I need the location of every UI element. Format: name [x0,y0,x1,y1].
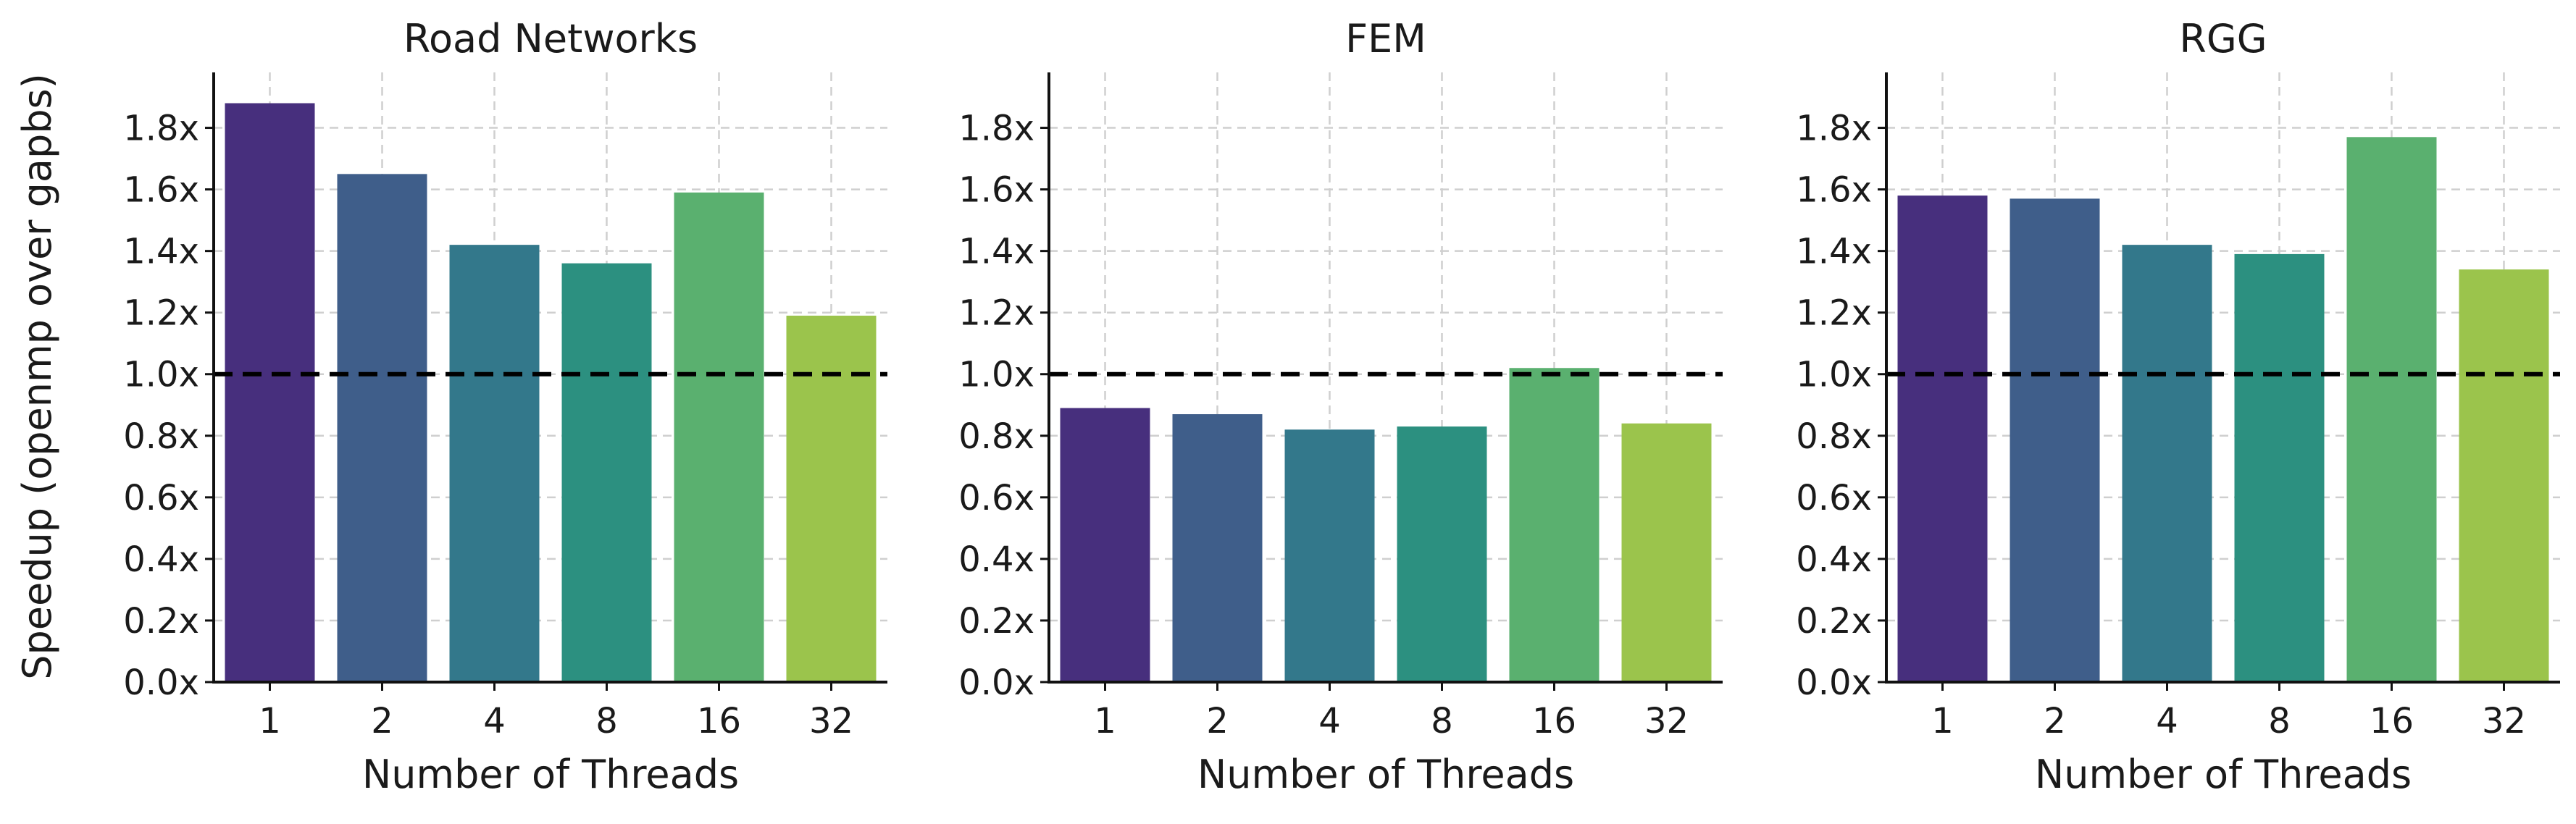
y-tick-label: 1.2x [958,293,1034,334]
y-tick-label: 0.0x [958,663,1034,703]
bar-16-threads [1509,368,1599,682]
x-tick-label: 8 [2268,701,2291,741]
bar-4-threads [1284,429,1375,682]
x-tick-label: 16 [2370,701,2414,741]
x-tick-label: 2 [2044,701,2066,741]
panel-title: RGG [2179,16,2267,62]
y-tick-label: 0.6x [1796,478,1872,518]
bar-32-threads [786,315,877,682]
y-tick-label: 1.4x [1796,232,1872,272]
x-axis-label: Number of Threads [1197,752,1574,797]
x-tick-label: 32 [1644,701,1689,741]
x-tick-label: 4 [2156,701,2178,741]
x-tick-label: 8 [595,701,618,741]
bar-2-threads [2010,198,2100,683]
x-tick-label: 16 [697,701,741,741]
y-tick-label: 0.4x [1796,539,1872,580]
x-tick-label: 32 [2482,701,2526,741]
y-tick-label: 0.0x [123,663,199,703]
panel-title: Road Networks [403,16,698,62]
y-tick-label: 0.2x [1796,601,1872,642]
panel-title: FEM [1345,16,1426,62]
y-axis-label: Speedup (openmp over gapbs) [14,73,60,680]
y-tick-label: 0.2x [123,601,199,642]
bar-2-threads [1172,414,1263,682]
x-axis-label: Number of Threads [2035,752,2412,797]
y-tick-label: 1.2x [123,293,199,334]
x-tick-label: 1 [1094,701,1116,741]
bar-2-threads [337,174,427,683]
y-tick-label: 1.8x [958,109,1034,149]
x-tick-label: 8 [1431,701,1453,741]
y-tick-label: 1.4x [958,232,1034,272]
x-axis-label: Number of Threads [362,752,739,797]
bar-1-threads [1060,408,1150,682]
bar-8-threads [2234,253,2325,682]
y-tick-label: 1.8x [123,109,199,149]
bar-32-threads [1621,423,1712,682]
y-tick-label: 0.6x [958,478,1034,518]
x-tick-label: 1 [1931,701,1954,741]
bar-4-threads [449,245,540,682]
y-tick-label: 1.6x [958,170,1034,211]
y-tick-label: 0.0x [1796,663,1872,703]
y-tick-label: 0.4x [958,539,1034,580]
y-tick-label: 1.6x [123,170,199,211]
x-tick-label: 2 [1206,701,1229,741]
x-tick-label: 32 [809,701,853,741]
y-tick-label: 0.8x [1796,416,1872,457]
x-tick-label: 4 [1318,701,1341,741]
y-tick-label: 1.0x [123,355,199,395]
bar-16-threads [674,192,764,682]
bar-4-threads [2122,245,2212,682]
y-tick-label: 1.0x [1796,355,1872,395]
y-tick-label: 0.8x [958,416,1034,457]
y-tick-label: 1.0x [958,355,1034,395]
y-tick-label: 1.6x [1796,170,1872,211]
x-tick-label: 2 [371,701,393,741]
y-tick-label: 0.6x [123,478,199,518]
bar-1-threads [1897,196,1988,682]
x-tick-label: 16 [1532,701,1576,741]
y-tick-label: 1.2x [1796,293,1872,334]
y-tick-label: 0.4x [123,539,199,580]
bar-32-threads [2459,269,2549,682]
bar-8-threads [561,263,652,682]
y-tick-label: 0.2x [958,601,1034,642]
bar-16-threads [2346,137,2437,682]
bar-8-threads [1397,426,1487,682]
y-tick-label: 0.8x [123,416,199,457]
y-tick-label: 1.4x [123,232,199,272]
x-tick-label: 1 [259,701,281,741]
y-tick-label: 1.8x [1796,109,1872,149]
bar-1-threads [225,103,315,682]
x-tick-label: 4 [483,701,506,741]
